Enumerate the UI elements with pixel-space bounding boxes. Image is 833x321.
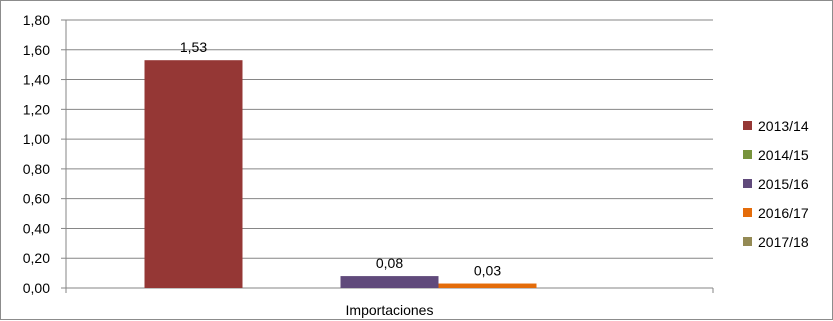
- y-tick-label: 1,60: [23, 42, 50, 58]
- legend-swatch: [743, 179, 752, 188]
- y-tick-label: 0,00: [23, 280, 50, 296]
- bar-2016-17: [438, 283, 537, 288]
- y-tick-label: 0,80: [23, 161, 50, 177]
- y-tick-label: 0,20: [23, 250, 50, 266]
- legend-label: 2016/17: [758, 205, 809, 221]
- y-tick-label: 0,60: [23, 191, 50, 207]
- y-tick-label: 1,00: [23, 131, 50, 147]
- y-tick-label: 1,80: [23, 12, 50, 28]
- data-label: 1,53: [180, 39, 207, 55]
- legend-swatch: [743, 208, 752, 217]
- bar-2015-16: [340, 276, 439, 288]
- bar-2013-14: [144, 60, 243, 289]
- y-tick-label: 1,40: [23, 72, 50, 88]
- data-label: 0,08: [376, 255, 403, 271]
- legend-swatch: [743, 121, 752, 130]
- legend-label: 2014/15: [758, 147, 809, 163]
- legend-swatch: [743, 237, 752, 246]
- legend-swatch: [743, 150, 752, 159]
- legend-label: 2013/14: [758, 118, 809, 134]
- x-category-label: Importaciones: [346, 302, 434, 318]
- data-label: 0,03: [474, 263, 501, 279]
- y-tick-label: 0,40: [23, 220, 50, 236]
- legend-label: 2015/16: [758, 176, 809, 192]
- legend-label: 2017/18: [758, 234, 809, 250]
- y-tick-label: 1,20: [23, 101, 50, 117]
